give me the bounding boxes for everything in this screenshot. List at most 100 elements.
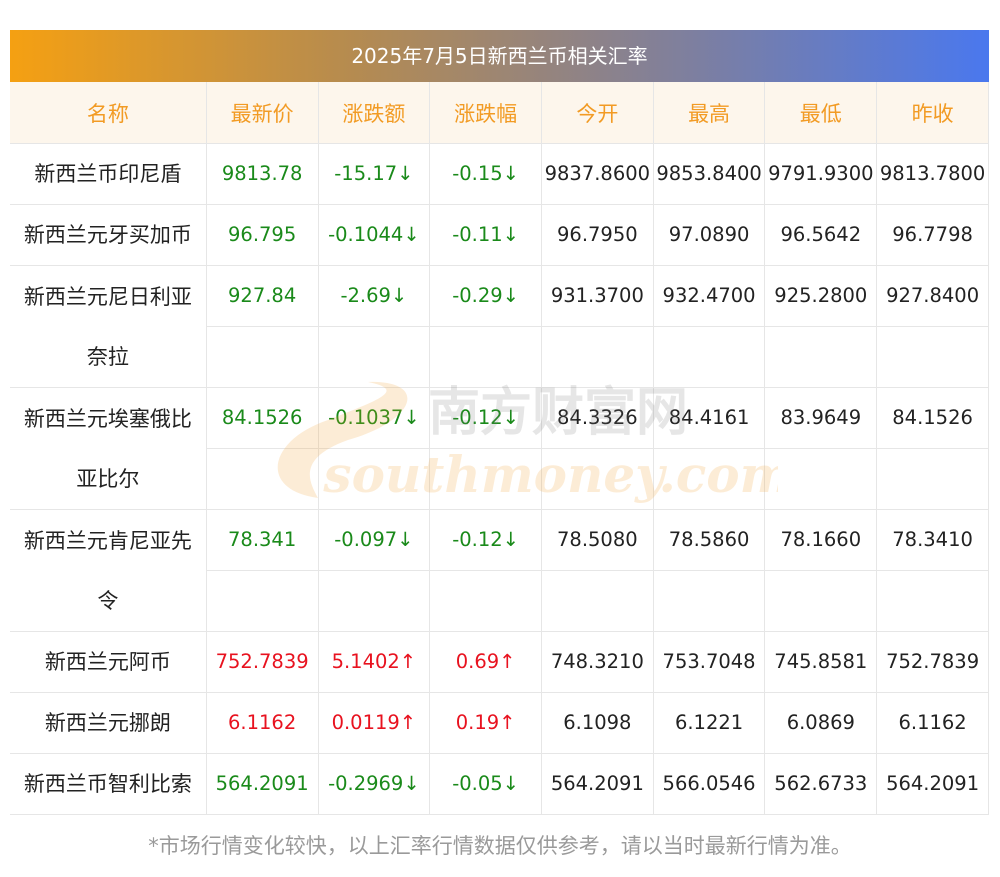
cell-prev: 564.2091 bbox=[876, 753, 989, 815]
header-open: 今开 bbox=[541, 82, 654, 144]
header-latest: 最新价 bbox=[206, 82, 319, 144]
cell-pct: 0.69↑ bbox=[429, 631, 542, 693]
cell-prev: 6.1162 bbox=[876, 692, 989, 754]
prev-value: 9813.7800 bbox=[879, 162, 986, 185]
currency-pair-name: 新西兰币智利比索 bbox=[10, 753, 207, 815]
cell-latest: 84.1526 bbox=[206, 387, 319, 510]
latest-value: 78.341 bbox=[228, 528, 297, 551]
cell-pct: -0.12↓ bbox=[429, 387, 542, 510]
row-continuation-space bbox=[653, 326, 765, 387]
row-continuation-space bbox=[206, 448, 318, 509]
row-continuation-space bbox=[765, 448, 877, 509]
pct-value: -0.12↓ bbox=[452, 406, 519, 429]
cell-high: 97.0890 bbox=[653, 204, 766, 266]
table-row: 新西兰币印尼盾 9813.78 -15.17↓ -0.15↓ 9837.8600 9853… bbox=[10, 143, 989, 205]
row-continuation-space bbox=[541, 570, 653, 631]
header-pct: 涨跌幅 bbox=[429, 82, 542, 144]
low-value: 925.2800 bbox=[774, 284, 868, 307]
latest-value: 6.1162 bbox=[228, 711, 297, 734]
currency-pair-name: 新西兰元阿币 bbox=[10, 631, 207, 693]
prev-value: 6.1162 bbox=[898, 711, 967, 734]
header-low: 最低 bbox=[764, 82, 878, 144]
cell-prev: 84.1526 bbox=[876, 387, 989, 510]
prev-value: 752.7839 bbox=[886, 650, 980, 673]
cell-latest: 78.341 bbox=[206, 509, 319, 632]
cell-prev: 9813.7800 bbox=[876, 143, 989, 205]
latest-value: 927.84 bbox=[228, 284, 297, 307]
pct-value: -0.15↓ bbox=[452, 162, 519, 185]
disclaimer-footer: *市场行情变化较快，以上汇率行情数据仅供参考，请以当时最新行情为准。 bbox=[148, 834, 852, 858]
table-row: 新西兰元牙买加币 96.795 -0.1044↓ -0.11↓ 96.7950 97.08… bbox=[10, 204, 989, 266]
cell-prev: 752.7839 bbox=[876, 631, 989, 693]
table-header-row: 名称 最新价 涨跌额 涨跌幅 今开 最高 最低 昨收 bbox=[10, 82, 989, 144]
high-value: 566.0546 bbox=[662, 772, 756, 795]
cell-low: 562.6733 bbox=[764, 753, 878, 815]
table-row: 新西兰元尼日利亚奈拉 927.84 -2.69↓ -0.29↓ 931.3700 932.… bbox=[10, 265, 989, 388]
row-continuation-space bbox=[653, 570, 765, 631]
cell-high: 9853.8400 bbox=[653, 143, 766, 205]
cell-prev: 78.3410 bbox=[876, 509, 989, 632]
cell-low: 6.0869 bbox=[764, 692, 878, 754]
cell-open: 6.1098 bbox=[541, 692, 654, 754]
high-value: 753.7048 bbox=[662, 650, 756, 673]
high-value: 6.1221 bbox=[674, 711, 744, 734]
cell-low: 9791.9300 bbox=[764, 143, 878, 205]
cell-latest: 752.7839 bbox=[206, 631, 319, 693]
cell-open: 9837.8600 bbox=[541, 143, 654, 205]
high-value: 932.4700 bbox=[662, 284, 756, 307]
prev-value: 927.8400 bbox=[886, 284, 980, 307]
cell-pct: -0.12↓ bbox=[429, 509, 542, 632]
header-name: 名称 bbox=[10, 82, 207, 144]
high-value: 84.4161 bbox=[668, 406, 750, 429]
low-value: 745.8581 bbox=[774, 650, 868, 673]
open-value: 6.1098 bbox=[563, 711, 632, 734]
high-value: 78.5860 bbox=[668, 528, 750, 551]
pct-value: -0.05↓ bbox=[452, 772, 519, 795]
cell-high: 753.7048 bbox=[653, 631, 766, 693]
latest-value: 9813.78 bbox=[221, 162, 303, 185]
row-continuation-space bbox=[877, 448, 988, 509]
row-continuation-space bbox=[318, 570, 430, 631]
change-value: -2.69↓ bbox=[340, 284, 408, 307]
cell-open: 78.5080 bbox=[541, 509, 654, 632]
cell-low: 83.9649 bbox=[764, 387, 878, 510]
open-value: 748.3210 bbox=[550, 650, 644, 673]
rate-table-card: 2025年7月5日新西兰币相关汇率 名称 最新价 涨跌额 涨跌幅 今开 最高 最… bbox=[10, 30, 989, 815]
cell-high: 78.5860 bbox=[653, 509, 766, 632]
open-value: 9837.8600 bbox=[544, 162, 651, 185]
cell-latest: 9813.78 bbox=[206, 143, 319, 205]
change-value: -0.1037↓ bbox=[328, 406, 420, 429]
currency-pair-name: 新西兰元肯尼亚先令 bbox=[10, 509, 207, 632]
row-continuation-space bbox=[206, 326, 318, 387]
row-continuation-space bbox=[430, 570, 541, 631]
prev-value: 84.1526 bbox=[892, 406, 973, 429]
table-row: 新西兰元阿币 752.7839 5.1402↑ 0.69↑ 748.3210 753.70… bbox=[10, 631, 989, 693]
latest-value: 96.795 bbox=[228, 223, 297, 246]
high-value: 97.0890 bbox=[668, 223, 750, 246]
cell-low: 745.8581 bbox=[764, 631, 878, 693]
cell-change: 0.0119↑ bbox=[318, 692, 431, 754]
cell-open: 748.3210 bbox=[541, 631, 654, 693]
cell-pct: -0.15↓ bbox=[429, 143, 542, 205]
row-continuation-space bbox=[765, 326, 877, 387]
currency-pair-name: 新西兰元埃塞俄比亚比尔 bbox=[10, 387, 207, 510]
header-prev: 昨收 bbox=[876, 82, 989, 144]
table-row: 新西兰元挪朗 6.1162 0.0119↑ 0.19↑ 6.1098 6.1221 6.08… bbox=[10, 692, 989, 754]
change-value: -0.2969↓ bbox=[328, 772, 420, 795]
row-continuation-space bbox=[206, 570, 318, 631]
row-continuation-space bbox=[765, 570, 877, 631]
cell-high: 84.4161 bbox=[653, 387, 766, 510]
table-title: 2025年7月5日新西兰币相关汇率 bbox=[10, 30, 989, 82]
prev-value: 564.2091 bbox=[886, 772, 980, 795]
currency-pair-name: 新西兰元挪朗 bbox=[10, 692, 207, 754]
table-row: 新西兰元肯尼亚先令 78.341 -0.097↓ -0.12↓ 78.5080 78.58… bbox=[10, 509, 989, 632]
low-value: 6.0869 bbox=[786, 711, 855, 734]
cell-prev: 927.8400 bbox=[876, 265, 989, 388]
cell-open: 931.3700 bbox=[541, 265, 654, 388]
change-value: -15.17↓ bbox=[334, 162, 414, 185]
cell-change: -0.1037↓ bbox=[318, 387, 431, 510]
row-continuation-space bbox=[430, 326, 541, 387]
cell-high: 6.1221 bbox=[653, 692, 766, 754]
cell-latest: 6.1162 bbox=[206, 692, 319, 754]
cell-pct: 0.19↑ bbox=[429, 692, 542, 754]
